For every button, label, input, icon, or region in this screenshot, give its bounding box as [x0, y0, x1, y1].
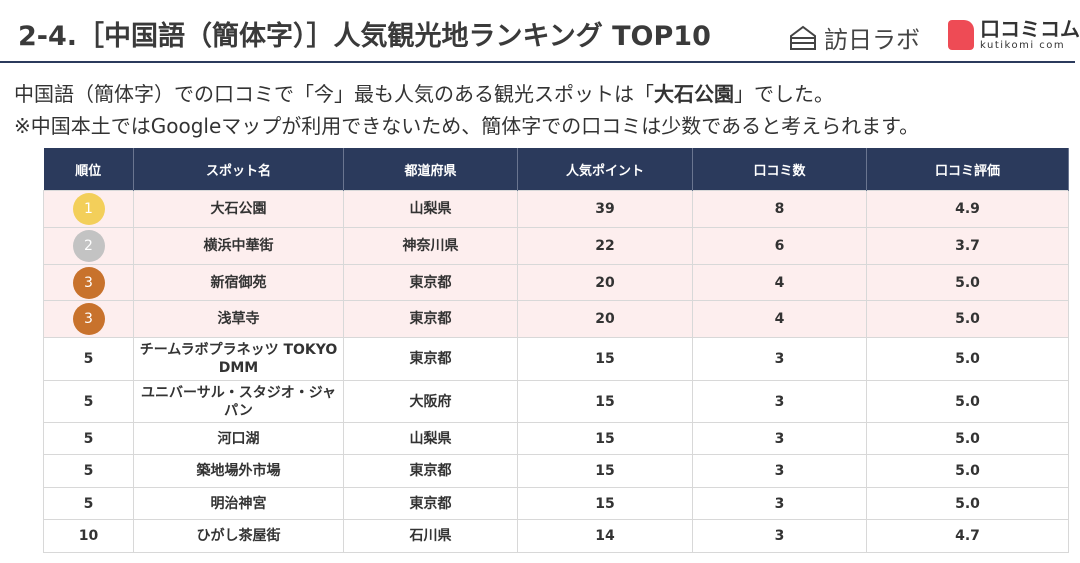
table-cell: 20 [517, 264, 693, 301]
table-row: 2 横浜中華街 神奈川県 22 6 3.7 [43, 227, 1069, 265]
table-row: 5 築地場外市場 東京都 15 3 5.0 [43, 454, 1069, 488]
table-row: 5 ユニバーサル・スタジオ・ジャパン 大阪府 15 3 5.0 [43, 380, 1069, 423]
rank-cell: 2 [43, 227, 134, 265]
table-cell: 15 [517, 380, 693, 423]
rank-medal: 2 [72, 230, 105, 262]
table-cell: 10 [43, 519, 134, 553]
rank-medal: 1 [72, 193, 105, 225]
table-row: 1 大石公園 山梨県 39 8 4.9 [43, 190, 1069, 228]
header-cell: 口コミ数 [692, 148, 867, 191]
table-cell: 5.0 [866, 422, 1069, 455]
table-cell: 5 [43, 454, 134, 488]
rank-medal: 3 [72, 303, 105, 335]
table-cell: 3 [692, 422, 867, 455]
table-cell: 6 [692, 227, 867, 265]
table-cell: 20 [517, 300, 693, 338]
table-cell: 5.0 [866, 337, 1069, 381]
table-cell: 15 [517, 422, 693, 455]
intro-line: ※中国本土ではGoogleマップが利用できないため、簡体字での口コミは少数である… [14, 114, 920, 138]
table-cell: 神奈川県 [343, 227, 518, 265]
table-cell: 浅草寺 [133, 300, 344, 338]
table-cell: 東京都 [343, 454, 518, 488]
table-row: 5 明治神宮 東京都 15 3 5.0 [43, 487, 1069, 520]
header-cell: 順位 [43, 148, 134, 191]
logo-text: 訪日ラボ [824, 26, 920, 54]
table-cell: 5.0 [866, 454, 1069, 488]
table-row: 3 新宿御苑 東京都 20 4 5.0 [43, 264, 1069, 301]
table-cell: 15 [517, 454, 693, 488]
table-cell: 3.7 [866, 227, 1069, 265]
bold-text: 大石公園 [654, 82, 734, 106]
intro-line: 中国語（簡体字）での口コミで「今」最も人気のある観光スポットは「大石公園」でした… [14, 78, 834, 107]
table-cell: 5 [43, 380, 134, 423]
header-cell: 口コミ評価 [866, 148, 1069, 191]
table-row: 5 河口湖 山梨県 15 3 5.0 [43, 422, 1069, 455]
table-cell: 4 [692, 300, 867, 338]
text: 」でした。 [734, 82, 834, 106]
table-cell: 5 [43, 337, 134, 381]
table-cell: 新宿御苑 [133, 264, 344, 301]
table-row: 10 ひがし茶屋街 石川県 14 3 4.7 [43, 519, 1069, 553]
rank-cell: 1 [43, 190, 134, 228]
table-cell: 3 [692, 337, 867, 381]
table-cell: ひがし茶屋街 [133, 519, 344, 553]
table-cell: 山梨県 [343, 190, 518, 228]
table-cell: 5.0 [866, 300, 1069, 338]
table-cell: 築地場外市場 [133, 454, 344, 488]
header-row: 順位 スポット名 都道府県 人気ポイント 口コミ数 口コミ評価 [43, 148, 1069, 191]
table-cell: 3 [692, 487, 867, 520]
text: 中国語（簡体字）での口コミで「今」最も人気のある観光スポットは「 [14, 82, 654, 106]
table-cell: 山梨県 [343, 422, 518, 455]
table-cell: 15 [517, 487, 693, 520]
logo-right: 口コミコム kutikomi com [948, 18, 1080, 51]
table-cell: 河口湖 [133, 422, 344, 455]
table-cell: 22 [517, 227, 693, 265]
table-cell: 横浜中華街 [133, 227, 344, 265]
table-cell: 石川県 [343, 519, 518, 553]
table-cell: 5 [43, 422, 134, 455]
title: 2-4.［中国語（簡体字）］人気観光地ランキング TOP10 [18, 21, 711, 52]
table-cell: 大石公園 [133, 190, 344, 228]
table-cell: 5 [43, 487, 134, 520]
table-cell: 3 [692, 454, 867, 488]
table-cell: 4 [692, 264, 867, 301]
logo-subtext: kutikomi com [980, 40, 1066, 51]
logo-left: 訪日ラボ [788, 20, 920, 55]
table-cell: 5.0 [866, 264, 1069, 301]
logo-icon [790, 25, 816, 50]
header-cell: 都道府県 [343, 148, 518, 191]
table-cell: 東京都 [343, 487, 518, 520]
header-rule [0, 61, 1075, 63]
table-cell: 5.0 [866, 487, 1069, 520]
logo-text: 口コミコム [980, 17, 1080, 41]
table-cell: 14 [517, 519, 693, 553]
table-cell: チームラボプラネッツ TOKYO DMM [133, 337, 344, 381]
table-cell: 39 [517, 190, 693, 228]
table-cell: 大阪府 [343, 380, 518, 423]
logo-mark [948, 19, 974, 50]
table-cell: ユニバーサル・スタジオ・ジャパン [133, 380, 344, 423]
table-cell: 3 [692, 519, 867, 553]
table-cell: 8 [692, 190, 867, 228]
table-cell: 3 [692, 380, 867, 423]
table-row: 3 浅草寺 東京都 20 4 5.0 [43, 300, 1069, 338]
rank-cell: 3 [43, 264, 134, 301]
table-cell: 東京都 [343, 300, 518, 338]
ranking-table: 順位 スポット名 都道府県 人気ポイント 口コミ数 口コミ評価 1 大石公園 山梨県 39 8 4.… [43, 148, 1069, 553]
header-cell: スポット名 [133, 148, 344, 191]
table-cell: 東京都 [343, 264, 518, 301]
table-row: 5 チームラボプラネッツ TOKYO DMM 東京都 15 3 5.0 [43, 337, 1069, 381]
table-cell: 明治神宮 [133, 487, 344, 520]
table-cell: 15 [517, 337, 693, 381]
rank-cell: 3 [43, 300, 134, 338]
table-cell: 4.7 [866, 519, 1069, 553]
header-cell: 人気ポイント [517, 148, 693, 191]
rank-medal: 3 [72, 266, 105, 299]
table-cell: 5.0 [866, 380, 1069, 423]
table-cell: 東京都 [343, 337, 518, 381]
table-cell: 4.9 [866, 190, 1069, 228]
